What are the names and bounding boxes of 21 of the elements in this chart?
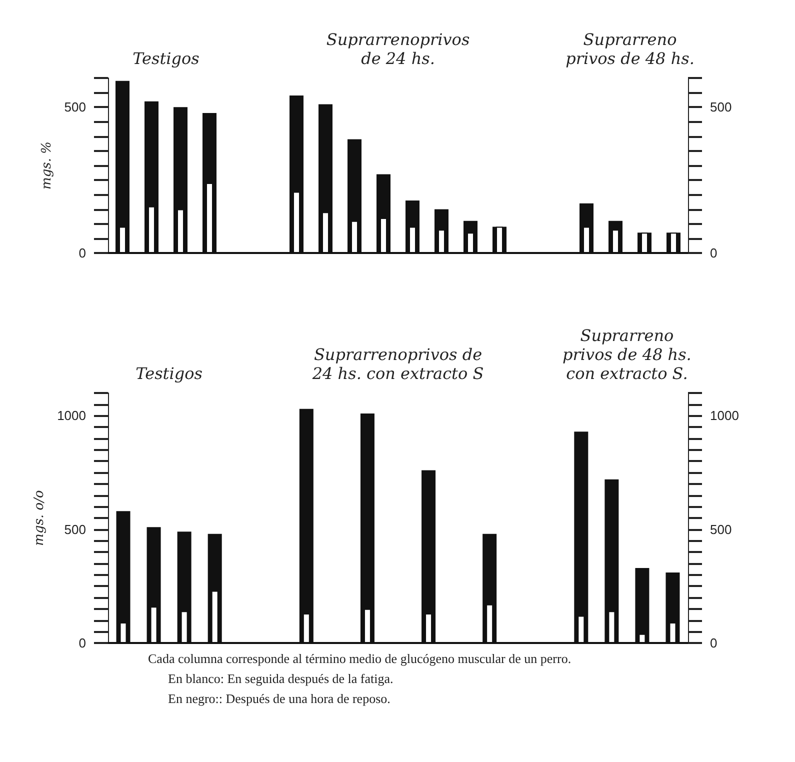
text: Suprarreno privos de 48 hs. con extracto S. <box>562 326 692 383</box>
text: Cada columna corresponde al término medio de glucógeno muscular de un perro. <box>148 651 572 666</box>
y-axis-title: mgs. o/o <box>32 490 48 546</box>
y2-tick-label: 500 <box>710 100 732 115</box>
text: En blanco: En seguida después de la fatiga. <box>168 671 394 686</box>
y-tick-label: 0 <box>78 246 86 260</box>
text: Suprarrenoprivos de 24 hs. con extracto S <box>311 345 484 383</box>
y2-tick-label: 0 <box>710 636 718 650</box>
y2-tick-label: 1000 <box>710 408 739 424</box>
y-tick-label: 500 <box>64 522 86 537</box>
y-tick-label: 0 <box>78 636 86 650</box>
y-tick-label: 1000 <box>57 408 86 424</box>
y-axis-title: mgs. % <box>39 142 54 190</box>
text: Testigos <box>136 364 202 383</box>
text: Suprarreno privos de 48 hs. <box>566 30 694 68</box>
y2-tick-label: 0 <box>710 246 718 260</box>
text: En negro:: Después de una hora de reposo. <box>168 691 390 706</box>
text: Testigos <box>132 49 200 68</box>
y-tick-label: 500 <box>64 100 86 115</box>
text: Suprarrenoprivos de 24 hs. <box>326 30 470 68</box>
y2-tick-label: 500 <box>710 522 732 537</box>
